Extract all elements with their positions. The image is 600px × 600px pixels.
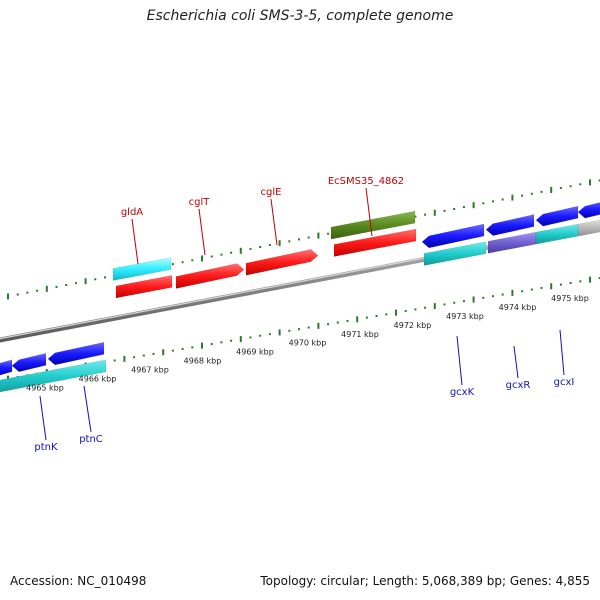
gene-label: cglT [189,197,211,208]
leader-line [131,218,139,265]
gene-arrow [333,228,417,257]
cog-block [330,210,416,240]
cog-block [577,219,600,237]
gene-arrow [47,341,105,366]
position-tick-label: 4970 kbp [289,339,327,348]
position-tick-label: 4967 kbp [131,366,169,375]
position-tick-label: 4968 kbp [184,357,222,366]
gene-label: EcSMS35_4862 [328,176,404,187]
genome-info-text: Topology: circular; Length: 5,068,389 bp… [260,574,590,588]
cog-block [535,223,579,245]
gene-arrow [421,223,485,249]
gene-arrow [245,249,319,276]
leader-line [456,335,463,386]
gene-arrow [11,352,47,372]
gene-label: gcxI [554,377,575,388]
leader-line [83,385,92,433]
gene-label: gcxK [450,387,475,398]
cog-block [423,241,487,266]
position-tick-label: 4975 kbp [551,294,589,303]
gene-arrow [535,205,579,227]
position-tick-label: 4966 kbp [79,374,117,383]
leader-line [513,345,519,379]
gene-label: gldA [121,207,143,218]
position-tick-label: 4969 kbp [236,348,274,357]
gene-arrow [175,263,245,289]
cog-block [0,359,107,393]
gene-label: gcxR [506,380,531,391]
leader-line [198,208,206,256]
gene-arrow [577,202,600,219]
position-tick-label: 4974 kbp [499,303,537,312]
gene-arrow [485,214,535,236]
position-tick-label: 4971 kbp [341,330,379,339]
gene-label: ptnC [79,434,103,445]
position-tick-label: 4972 kbp [394,321,432,330]
gene-arrow [115,275,173,299]
label-layer: 4965 kbp 4966 kbp 4967 kbp 4968 kbp 4969 kbp… [26,176,589,453]
leader-line [39,395,47,441]
position-tick-label: 4973 kbp [446,312,484,321]
accession-text: Accession: NC_010498 [10,574,147,588]
gene-arrow [0,359,13,376]
feature-layer [0,202,600,393]
leader-line [559,329,565,376]
cog-block [112,257,172,281]
leader-line [365,187,373,237]
gene-label: cglE [261,187,282,198]
position-tick-label: 4965 kbp [26,383,64,392]
gene-label: ptnK [34,442,58,453]
leader-line [270,198,278,246]
map-title: Escherichia coli SMS-3-5, complete genom… [146,8,454,24]
